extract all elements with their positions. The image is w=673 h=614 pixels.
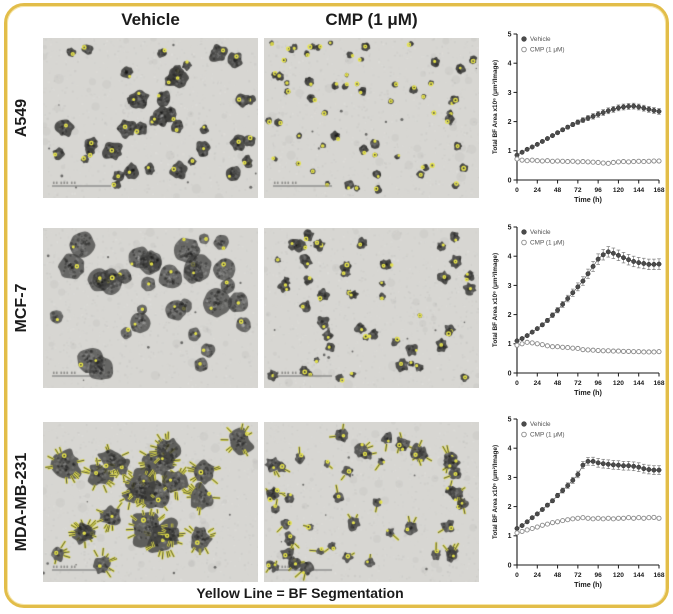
svg-text:24: 24	[534, 572, 542, 579]
growth-chart-svg: 0 1 2 3 4 5 0 24 48 72 96 120 144 168 Time (h) Total BF…	[492, 31, 665, 204]
svg-text:24: 24	[534, 187, 542, 194]
svg-text:1: 1	[508, 148, 512, 155]
micrograph-mcf7-vehicle	[43, 228, 258, 388]
legend-vehicle-marker-icon	[521, 229, 527, 235]
svg-text:0: 0	[515, 380, 519, 387]
segmentation-caption: Yellow Line = BF Segmentation	[196, 585, 404, 601]
svg-text:3: 3	[508, 475, 512, 482]
svg-text:96: 96	[594, 187, 602, 194]
svg-text:CMP (1 μM): CMP (1 μM)	[530, 432, 564, 439]
svg-text:0: 0	[508, 370, 512, 377]
y-axis-label: Total BF Area x10⁶ (μm²/Image)	[492, 60, 499, 154]
svg-text:3: 3	[508, 283, 512, 290]
svg-text:0: 0	[515, 572, 519, 579]
svg-text:144: 144	[633, 187, 644, 194]
svg-text:96: 96	[594, 380, 602, 387]
svg-text:1: 1	[508, 341, 512, 348]
svg-text:72: 72	[574, 187, 582, 194]
micrograph-mcf7-cmp	[264, 228, 479, 388]
legend-vehicle-marker-icon	[521, 36, 527, 42]
svg-text:4: 4	[508, 446, 512, 453]
growth-chart-svg: 0 1 2 3 4 5 0 24 48 72 96 120 144 168 Time (h) Total BF…	[492, 416, 665, 589]
svg-text:0: 0	[515, 187, 519, 194]
svg-text:144: 144	[633, 572, 644, 579]
legend-cmp-marker-icon	[521, 239, 527, 246]
svg-text:4: 4	[508, 254, 512, 261]
svg-text:Vehicle: Vehicle	[530, 421, 551, 428]
legend-cmp-marker-icon	[521, 46, 527, 53]
svg-text:5: 5	[508, 224, 512, 231]
column-header-cmp: CMP (1 μM)	[325, 10, 418, 29]
svg-text:5: 5	[508, 416, 512, 423]
micrograph-mda-vehicle	[43, 422, 258, 582]
svg-text:120: 120	[613, 380, 624, 387]
svg-text:48: 48	[554, 572, 562, 579]
growth-chart-svg: 0 1 2 3 4 5 0 24 48 72 96 120 144 168 Time (h) Total BF…	[492, 224, 665, 397]
row-label-a549: A549	[13, 98, 30, 138]
svg-text:120: 120	[613, 572, 624, 579]
svg-text:96: 96	[594, 572, 602, 579]
y-axis-label: Total BF Area x10⁶ (μm²/Image)	[492, 445, 499, 539]
svg-text:120: 120	[613, 187, 624, 194]
micrograph-a549-cmp	[264, 38, 479, 198]
chart-a549-growth: 0 1 2 3 4 5 0 24 48 72 96 120 144 168 Time (h) Total BF…	[488, 26, 668, 212]
micrograph-a549-vehicle	[43, 38, 258, 198]
svg-text:3: 3	[508, 90, 512, 97]
svg-text:24: 24	[534, 380, 542, 387]
svg-text:1: 1	[508, 533, 512, 540]
svg-text:48: 48	[554, 187, 562, 194]
svg-text:0: 0	[508, 562, 512, 569]
chart-mcf7-growth: 0 1 2 3 4 5 0 24 48 72 96 120 144 168 Time (h) Total BF…	[488, 219, 668, 405]
svg-text:5: 5	[508, 31, 512, 38]
svg-text:2: 2	[508, 504, 512, 511]
svg-text:72: 72	[574, 572, 582, 579]
x-axis-label: Time (h)	[574, 388, 602, 397]
svg-text:144: 144	[633, 380, 644, 387]
svg-text:4: 4	[508, 61, 512, 68]
x-axis-label: Time (h)	[574, 195, 602, 204]
svg-text:2: 2	[508, 312, 512, 319]
svg-text:48: 48	[554, 380, 562, 387]
svg-text:0: 0	[508, 177, 512, 184]
column-header-vehicle: Vehicle	[121, 10, 180, 29]
svg-text:CMP (1 μM): CMP (1 μM)	[530, 240, 564, 247]
svg-text:CMP (1 μM): CMP (1 μM)	[530, 47, 564, 54]
svg-text:168: 168	[653, 187, 664, 194]
y-axis-label: Total BF Area x10⁶ (μm²/Image)	[492, 253, 499, 347]
legend-vehicle-marker-icon	[521, 421, 527, 427]
row-label-mcf7: MCF-7	[13, 283, 30, 333]
svg-text:72: 72	[574, 380, 582, 387]
micrograph-mda-cmp	[264, 422, 479, 582]
row-label-mda-mb-231: MDA-MB-231	[13, 452, 30, 552]
chart-mda-growth: 0 1 2 3 4 5 0 24 48 72 96 120 144 168 Time (h) Total BF…	[488, 411, 668, 597]
svg-text:168: 168	[653, 380, 664, 387]
svg-text:168: 168	[653, 572, 664, 579]
svg-text:2: 2	[508, 119, 512, 126]
x-axis-label: Time (h)	[574, 580, 602, 589]
axes	[516, 419, 659, 566]
svg-text:Vehicle: Vehicle	[530, 36, 551, 43]
svg-text:Vehicle: Vehicle	[530, 229, 551, 236]
legend-cmp-marker-icon	[521, 431, 527, 438]
